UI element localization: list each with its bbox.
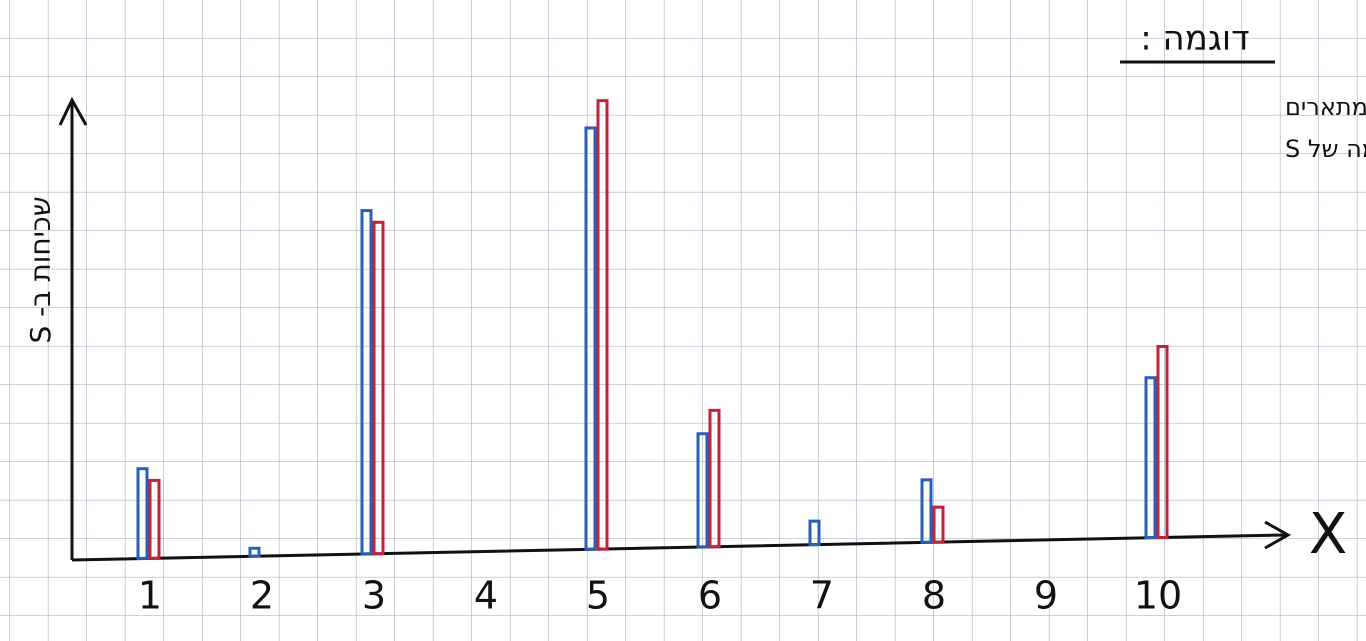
x-tick-label: 4 — [474, 574, 498, 618]
y-axis-label: שכיחות ב- S — [24, 196, 57, 343]
graph-paper — [0, 0, 1366, 641]
x-tick-label: 6 — [698, 574, 722, 618]
annotation: את ההיסטוגרמה של S — [1285, 135, 1366, 163]
x-tick-label: 1 — [138, 574, 162, 618]
x-tick-label: 9 — [1034, 574, 1058, 618]
x-axis-label: X — [1309, 502, 1347, 567]
chart-title: דוגמה : — [1140, 19, 1249, 59]
x-tick-label: 10 — [1134, 574, 1182, 618]
annotation: נניח שהקווים הורודים מתארים — [1285, 93, 1366, 121]
x-tick-label: 2 — [250, 574, 274, 618]
page: דוגמה : נניח שהקווים הורודים מתארים את ה… — [0, 0, 1366, 641]
x-tick-label: 7 — [810, 574, 834, 618]
x-tick-label: 5 — [586, 574, 610, 618]
x-tick-label: 3 — [362, 574, 386, 618]
chart: דוגמה : נניח שהקווים הורודים מתארים את ה… — [0, 0, 1366, 641]
x-tick-label: 8 — [922, 574, 946, 618]
